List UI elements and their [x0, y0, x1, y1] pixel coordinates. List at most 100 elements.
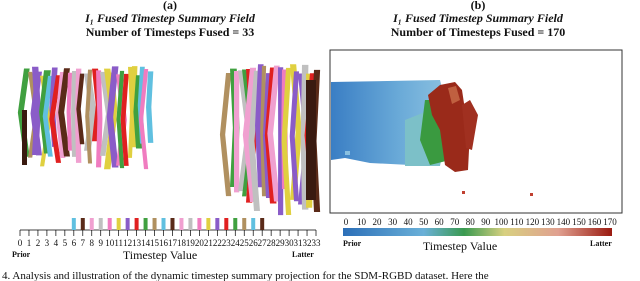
tick-label: 90 [481, 217, 491, 227]
color-swatch [224, 218, 229, 230]
color-swatch [260, 218, 265, 230]
stripe [76, 73, 85, 145]
axis-label: Timestep Value [423, 239, 497, 253]
color-swatch [89, 218, 94, 230]
tick-label: 140 [557, 217, 571, 227]
tick-label: 31 [294, 238, 303, 248]
tick-label: 100 [495, 217, 509, 227]
tick-label: 30 [285, 238, 295, 248]
tick-label: 40 [404, 217, 414, 227]
tick-label: 30 [388, 217, 398, 227]
color-swatch [152, 218, 157, 230]
tick-label: 20 [373, 217, 383, 227]
stripe [85, 69, 93, 164]
tick-label: 21 [204, 238, 213, 248]
stripe [267, 65, 280, 202]
stripe [96, 70, 103, 168]
prior-label: Prior [12, 250, 31, 259]
tick-label: 170 [603, 217, 617, 227]
stripe [242, 67, 257, 202]
color-swatch [161, 218, 166, 230]
tick-label: 11 [114, 238, 123, 248]
color-swatch [80, 218, 85, 230]
tick-label: 60 [435, 217, 445, 227]
panel-label: (b) [471, 0, 486, 12]
tick-label: 110 [510, 217, 524, 227]
stripe [146, 71, 154, 143]
tick-label: 80 [466, 217, 476, 227]
gradient-colorbar [343, 228, 612, 236]
latter-label: Latter [590, 239, 612, 248]
stripe [49, 75, 62, 163]
tick-label: 160 [588, 217, 602, 227]
color-swatch [170, 218, 175, 230]
stripe [138, 69, 149, 170]
tick-label: 24 [231, 238, 241, 248]
dark-edge [306, 80, 316, 200]
tick-label: 20 [195, 238, 205, 248]
color-swatch [251, 218, 256, 230]
stripe [42, 75, 53, 157]
color-swatch [215, 218, 220, 230]
tick-label: 26 [249, 238, 259, 248]
color-swatch [134, 218, 139, 230]
tick-label: 25 [240, 238, 250, 248]
tick-label: 70 [450, 217, 460, 227]
latter-label: Latter [292, 250, 314, 259]
color-swatch [107, 218, 112, 230]
tick-label: 27 [258, 238, 268, 248]
tick-label: 16 [159, 238, 169, 248]
tick-label: 23 [222, 238, 232, 248]
stripe [219, 72, 232, 197]
tick-label: 8 [90, 238, 95, 248]
categorical-colorbar: 0 1 2 3 4 5 6 7 8 9 10 11 12 13 14 15 16 17 18 19 20 21 22 23 24… [18, 218, 321, 248]
panel-title: I₁ Fused Timestep Summary Field [84, 11, 256, 25]
stripe [120, 73, 129, 166]
panel-subtitle: Number of Timesteps Fused = 170 [391, 25, 566, 39]
stripe [30, 71, 43, 156]
color-swatch [125, 218, 130, 230]
tick-label: 18 [177, 238, 187, 248]
tick-label: 32 [303, 238, 312, 248]
color-swatch [242, 218, 247, 230]
tick-label: 0 [344, 217, 349, 227]
tick-label: 29 [276, 238, 286, 248]
tick-label: 33 [312, 238, 322, 248]
color-swatch [188, 218, 193, 230]
tick-label: 19 [186, 238, 196, 248]
tick-label: 2 [36, 238, 41, 248]
panel-subtitle: Number of Timesteps Fused = 33 [86, 25, 255, 39]
color-swatch [98, 218, 103, 230]
tick-label: 9 [98, 238, 103, 248]
tick-label: 7 [81, 238, 86, 248]
tick-label: 1 [27, 238, 32, 248]
tick-label: 5 [63, 238, 68, 248]
panel-b-image [329, 49, 623, 214]
tick-label: 22 [213, 238, 222, 248]
tick-label: 13 [132, 238, 142, 248]
axis-label: Timestep Value [123, 248, 197, 262]
tick-label: 130 [541, 217, 555, 227]
stripe [66, 72, 73, 151]
tick-label: 15 [150, 238, 160, 248]
tick-label: 14 [141, 238, 151, 248]
stripe [289, 71, 300, 202]
tick-label: 3 [45, 238, 50, 248]
stripe [58, 68, 70, 157]
tick-label: 10 [105, 238, 115, 248]
prior-label: Prior [343, 239, 362, 248]
tick-label: 6 [72, 238, 77, 248]
tick-label: 28 [267, 238, 277, 248]
tick-label: 50 [419, 217, 429, 227]
panel-label: (a) [163, 0, 177, 12]
color-swatch [179, 218, 184, 230]
tick-label: 0 [18, 238, 23, 248]
color-swatch [206, 218, 211, 230]
color-swatch [71, 218, 76, 230]
panel-title: I₁ Fused Timestep Summary Field [392, 11, 564, 25]
color-swatch [197, 218, 202, 230]
stripe [233, 71, 240, 193]
stripe [106, 66, 119, 168]
stripe [281, 67, 292, 216]
